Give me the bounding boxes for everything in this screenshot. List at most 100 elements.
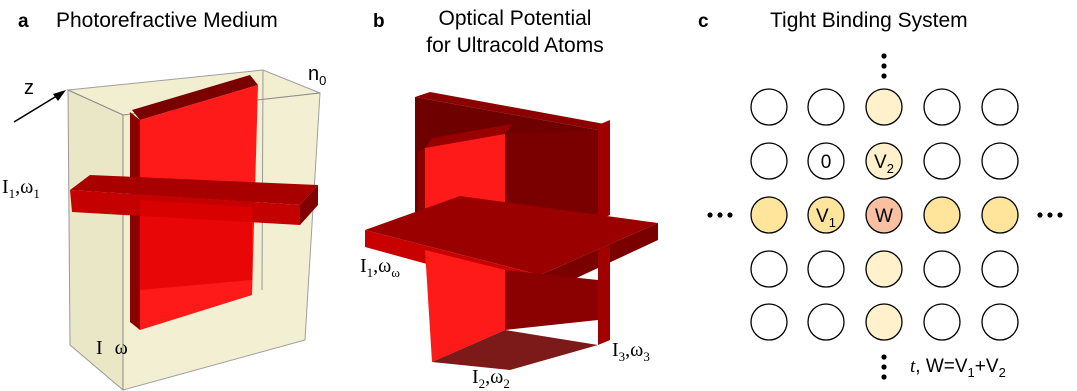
lattice-site-w [865, 196, 903, 234]
beam-label-b2: I2,ω2 [472, 366, 510, 391]
caption-t: t [910, 356, 916, 377]
beam-label-b3: I3,ω3 [612, 339, 650, 364]
plane3-lower [505, 270, 598, 330]
lattice-site [807, 250, 845, 288]
site-label-v2: V2 [874, 152, 894, 176]
label-a1-I: I [2, 176, 9, 198]
ellipsis-right [1037, 212, 1063, 218]
n0-sub: 0 [319, 73, 326, 88]
lattice-row-3 [750, 196, 1019, 234]
lattice-caption: t, W=V1+V2 [910, 356, 1006, 380]
lattice-site [981, 196, 1019, 234]
lattice-site [865, 250, 903, 288]
lattice-row-1 [750, 88, 1019, 126]
plane-bottom-shadow [432, 330, 598, 370]
label-b2-wsub: 2 [503, 376, 510, 391]
n0-label: n0 [308, 63, 326, 88]
panel-b: b Optical Potential for Ultracold Atoms … [360, 7, 658, 391]
label-b1-wsub: ω [391, 265, 400, 280]
caption-s2: 2 [999, 365, 1006, 380]
panel-a-title: Photorefractive Medium [56, 9, 278, 32]
plane3-top-edge [415, 92, 610, 130]
beam-h-end [300, 185, 318, 225]
label-b1-w: ω [378, 255, 391, 277]
lattice-site [865, 303, 903, 341]
panel-c: c Tight Binding System [698, 9, 1063, 380]
lattice-row-5 [750, 303, 1019, 341]
caption-s1: 1 [968, 365, 975, 380]
label-b3-wsub: 3 [643, 349, 650, 364]
lattice-site [981, 250, 1019, 288]
lattice-site-v2 [865, 142, 903, 180]
lattice-site [923, 142, 961, 180]
v2-sub: 2 [887, 161, 894, 176]
lattice-site [750, 88, 788, 126]
panel-c-letter: c [698, 11, 709, 32]
lattice-row-4 [750, 250, 1019, 288]
label-b3-I: I [612, 339, 619, 361]
label-ab-I: I [96, 337, 103, 359]
lattice-site [750, 303, 788, 341]
v2-base: V [874, 152, 887, 173]
label-a1-sep: , [15, 176, 20, 198]
label-b1-sep: , [373, 255, 378, 277]
lattice-site [865, 88, 903, 126]
plane2-top-edge [425, 124, 512, 148]
z-arrow-head [53, 90, 66, 101]
label-a1-wsub: 1 [33, 186, 40, 201]
v1-base: V [816, 206, 829, 227]
lattice-site [923, 88, 961, 126]
label-b3-sep: , [625, 339, 630, 361]
site-label-zero: 0 [821, 152, 832, 173]
panel-a-letter: a [18, 11, 29, 32]
label-a1-Isub: 1 [9, 186, 16, 201]
lattice-site [981, 142, 1019, 180]
beam-label-b1: I1,ωω [360, 255, 400, 280]
z-axis-label: z [24, 77, 34, 99]
caption-weq: W=V [921, 356, 968, 377]
beam-v-side [130, 112, 140, 330]
lattice-site [923, 303, 961, 341]
lattice-site-zero [807, 142, 845, 180]
lattice-site [807, 303, 845, 341]
ellipsis-bottom [881, 354, 887, 380]
label-b3-w: ω [630, 339, 643, 361]
ellipsis-top [881, 53, 887, 79]
lattice-site [750, 250, 788, 288]
panel-c-title: Tight Binding System [770, 9, 968, 32]
label-b2-sep: , [485, 366, 490, 388]
label-a1-w: ω [20, 176, 33, 198]
panel-b-title-line1: Optical Potential [439, 7, 592, 30]
beam-label-a1: I1,ω1 [2, 176, 40, 201]
lattice-site [981, 303, 1019, 341]
label-b2-Isub: 2 [479, 376, 486, 391]
plane1-top [365, 196, 658, 275]
beam-v-top [132, 75, 258, 120]
site-label-w: W [875, 206, 893, 227]
caption-plus: +V [975, 356, 999, 377]
caption-comma: , [915, 356, 920, 377]
label-b1-I: I [360, 255, 367, 277]
lattice-site-v1 [807, 196, 845, 234]
medium-back-edge [261, 69, 264, 291]
plane3-edge-upper [598, 120, 610, 220]
lattice-site [750, 196, 788, 234]
plane3-edge-lower [598, 245, 610, 345]
lattice-site [750, 142, 788, 180]
lattice-site [807, 88, 845, 126]
beam-h-top [70, 175, 318, 205]
beam-v-lower [140, 200, 252, 290]
z-arrow-line [13, 93, 61, 123]
label-b2-w: ω [490, 366, 503, 388]
label-ab-w: ω [115, 337, 128, 359]
n0-base: n [308, 63, 319, 85]
site-label-v1: V1 [816, 206, 836, 230]
lattice-site [981, 88, 1019, 126]
label-b3-Isub: 3 [619, 349, 626, 364]
lattice-row-2 [750, 142, 1019, 180]
lattice-site [923, 196, 961, 234]
